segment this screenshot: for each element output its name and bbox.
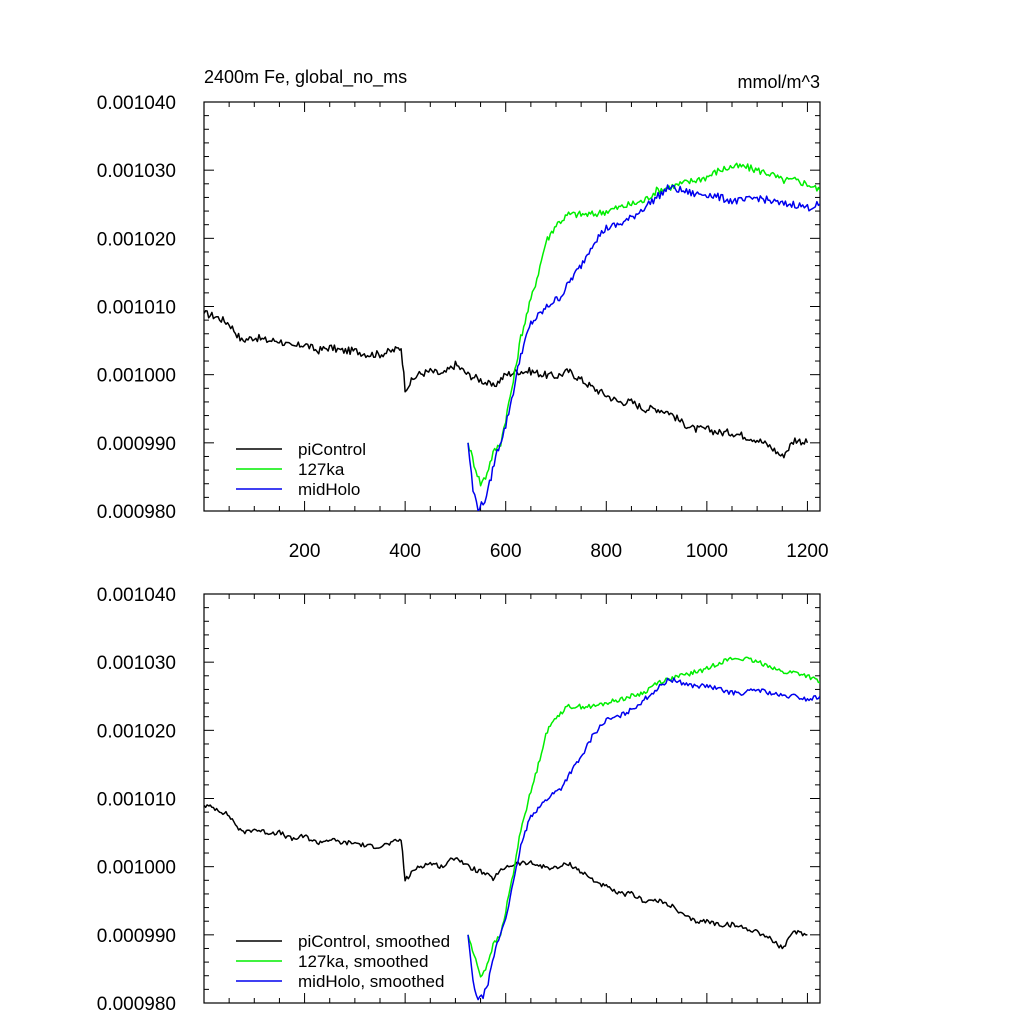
y-tick-label: 0.001010 [97, 298, 176, 319]
figure-title-right: mmol/m^3 [738, 72, 820, 92]
series-line-midholo [467, 184, 820, 511]
y-tick-label: 0.000990 [97, 434, 176, 455]
legend-label: midHolo, smoothed [298, 972, 444, 991]
x-tick-label: 1200 [786, 541, 828, 562]
y-tick-label: 0.000980 [97, 502, 176, 523]
y-tick-label: 0.001040 [97, 93, 176, 114]
y-tick-label: 0.000980 [97, 994, 176, 1015]
y-tick-label: 0.001040 [97, 585, 176, 606]
legend-label: midHolo [298, 480, 360, 499]
series-line-127ka [467, 162, 820, 487]
x-tick-label: 800 [590, 541, 622, 562]
panel-bottom: 0.000980 0.000990 0.001000 0.001010 0.001020… [97, 585, 821, 1015]
series-line-picontrol [204, 310, 809, 459]
plot-frame [203, 101, 821, 512]
series-line-picontrol [204, 804, 808, 950]
legend-label: 127ka, smoothed [298, 952, 428, 971]
legend-label: piControl, smoothed [298, 932, 450, 951]
y-tick-label: 0.001030 [97, 161, 176, 182]
y-tick-label: 0.001030 [97, 653, 176, 674]
series-line-127ka [467, 656, 820, 978]
y-tick-label: 0.001020 [97, 229, 176, 250]
plot-frame [203, 593, 821, 1004]
x-tick-label: 200 [289, 541, 321, 562]
legend-label: 127ka [298, 460, 345, 479]
x-tick-label: 400 [389, 541, 421, 562]
y-tick-label: 0.001000 [97, 366, 176, 387]
panel-top: 200 400 600 800 1000 1200 0.000980 0.000990 0.00… [97, 93, 829, 562]
y-tick-label: 0.001010 [97, 790, 176, 811]
figure-title-left: 2400m Fe, global_no_ms [204, 67, 407, 88]
y-tick-label: 0.001000 [97, 858, 176, 879]
legend-label: piControl [298, 440, 366, 459]
x-tick-label: 600 [490, 541, 522, 562]
series-line-midholo [467, 677, 820, 1001]
y-tick-label: 0.001020 [97, 721, 176, 742]
y-tick-label: 0.000990 [97, 926, 176, 947]
x-tick-label: 1000 [686, 541, 728, 562]
